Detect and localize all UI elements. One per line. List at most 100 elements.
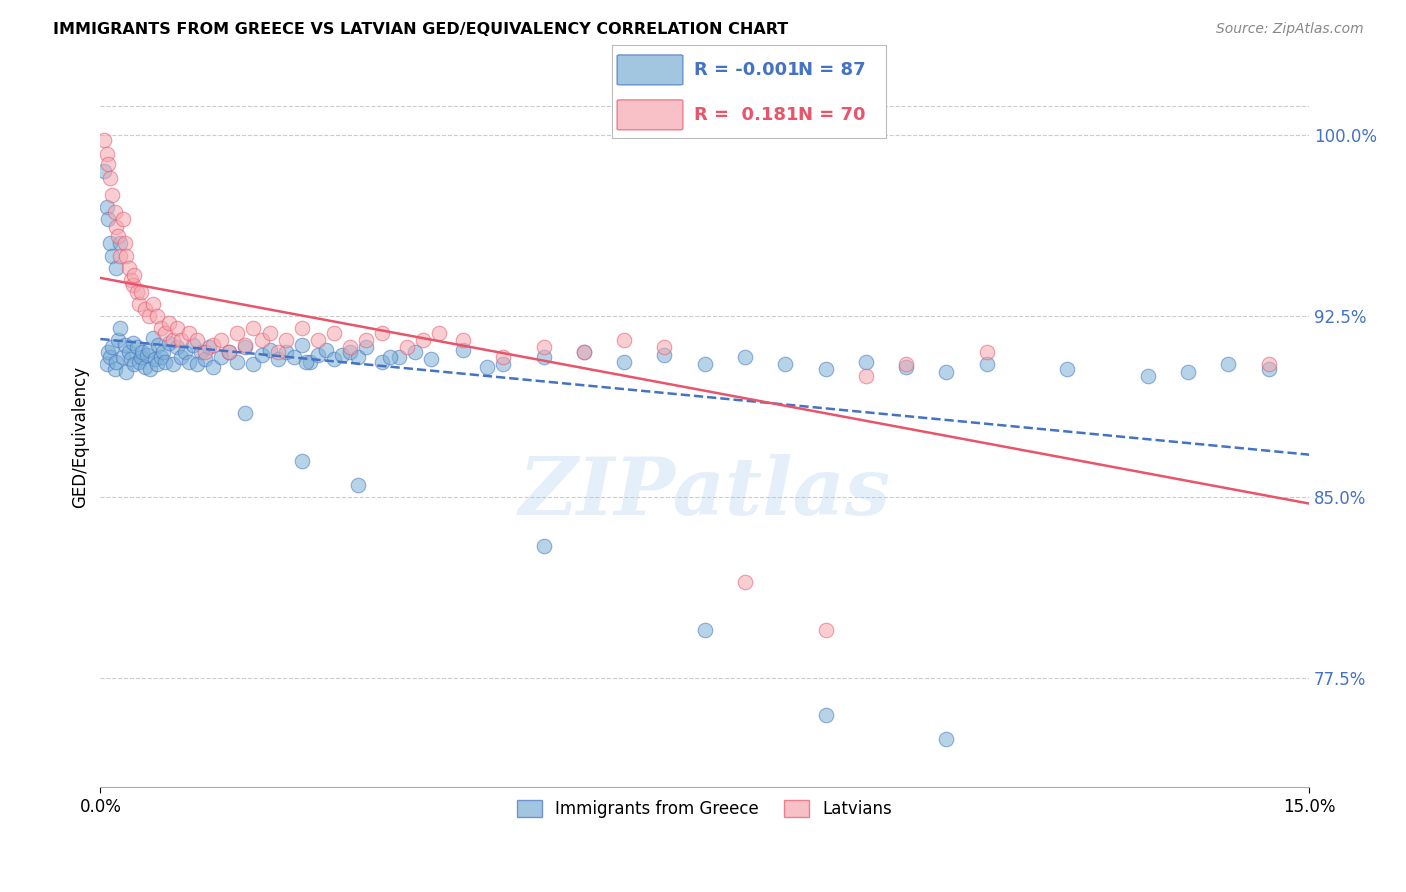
Point (734, 350, 756, 364)
Point (136, 348, 159, 362)
Point (177, 326, 200, 340)
Point (266, 345, 288, 359)
Point (105, 260, 128, 275)
Point (896, 359, 918, 374)
Point (572, 345, 595, 359)
Point (122, 357, 145, 371)
Point (242, 357, 264, 371)
Point (98, 236, 121, 251)
Point (283, 350, 305, 364)
Point (97, 212, 120, 227)
Point (170, 350, 193, 364)
Point (533, 340, 555, 354)
Point (166, 321, 188, 335)
Point (115, 364, 138, 378)
Text: ZIPatlas: ZIPatlas (519, 454, 891, 532)
Point (533, 350, 555, 364)
Point (209, 350, 232, 364)
Point (492, 350, 515, 364)
Point (896, 357, 918, 371)
Point (330, 348, 353, 362)
Point (143, 352, 166, 367)
Point (111, 212, 134, 227)
Point (451, 343, 474, 357)
Point (98, 350, 121, 364)
Point (96, 357, 118, 371)
Point (613, 355, 636, 369)
Point (125, 340, 148, 354)
Point (148, 338, 170, 352)
Text: N = 87: N = 87 (799, 61, 866, 78)
Point (101, 248, 124, 262)
Point (315, 343, 337, 357)
Point (104, 362, 127, 376)
Point (976, 345, 998, 359)
Legend: Immigrants from Greece, Latvians: Immigrants from Greece, Latvians (510, 793, 898, 824)
Point (307, 348, 329, 362)
Point (451, 333, 474, 347)
Point (395, 340, 418, 354)
Point (131, 345, 153, 359)
Point (295, 355, 318, 369)
Point (259, 343, 281, 357)
Point (110, 236, 132, 251)
Point (380, 350, 402, 364)
Point (235, 406, 257, 420)
Point (814, 707, 837, 722)
Point (654, 348, 676, 362)
Point (291, 454, 314, 468)
Point (1136, 369, 1159, 384)
Point (976, 357, 998, 371)
Point (226, 355, 249, 369)
Point (125, 285, 148, 299)
Point (166, 340, 188, 354)
Point (149, 350, 172, 364)
Point (128, 355, 150, 369)
Point (814, 623, 837, 637)
Point (250, 333, 273, 347)
Point (105, 219, 128, 234)
Point (114, 236, 136, 251)
Point (110, 248, 132, 262)
Point (242, 321, 264, 335)
Point (142, 331, 165, 345)
Point (404, 345, 426, 359)
Point (347, 478, 370, 492)
Point (93, 164, 115, 178)
Point (194, 352, 217, 367)
Point (153, 326, 176, 340)
Point (145, 309, 167, 323)
Text: IMMIGRANTS FROM GREECE VS LATVIAN GED/EQUIVALENCY CORRELATION CHART: IMMIGRANTS FROM GREECE VS LATVIAN GED/EQ… (53, 22, 789, 37)
Point (356, 333, 378, 347)
Point (613, 333, 636, 347)
Point (1218, 357, 1240, 371)
Point (218, 345, 240, 359)
Point (274, 333, 297, 347)
Point (157, 316, 180, 330)
Point (347, 350, 370, 364)
Point (121, 335, 143, 350)
Point (323, 352, 346, 367)
Point (129, 285, 152, 299)
Point (181, 338, 204, 352)
Point (291, 338, 314, 352)
Point (775, 357, 797, 371)
Point (93, 132, 115, 146)
Text: N = 70: N = 70 (799, 106, 866, 124)
Point (356, 340, 378, 354)
Point (101, 340, 124, 354)
Point (814, 362, 837, 376)
Point (412, 333, 434, 347)
Point (98, 171, 121, 186)
Point (734, 574, 756, 589)
Y-axis label: GED/Equivalency: GED/Equivalency (72, 366, 89, 508)
Point (492, 357, 515, 371)
Point (533, 539, 555, 553)
Point (110, 321, 132, 335)
Point (162, 333, 184, 347)
Point (339, 340, 361, 354)
Point (1177, 364, 1199, 378)
Point (120, 273, 142, 287)
Point (177, 355, 200, 369)
Point (198, 340, 221, 354)
